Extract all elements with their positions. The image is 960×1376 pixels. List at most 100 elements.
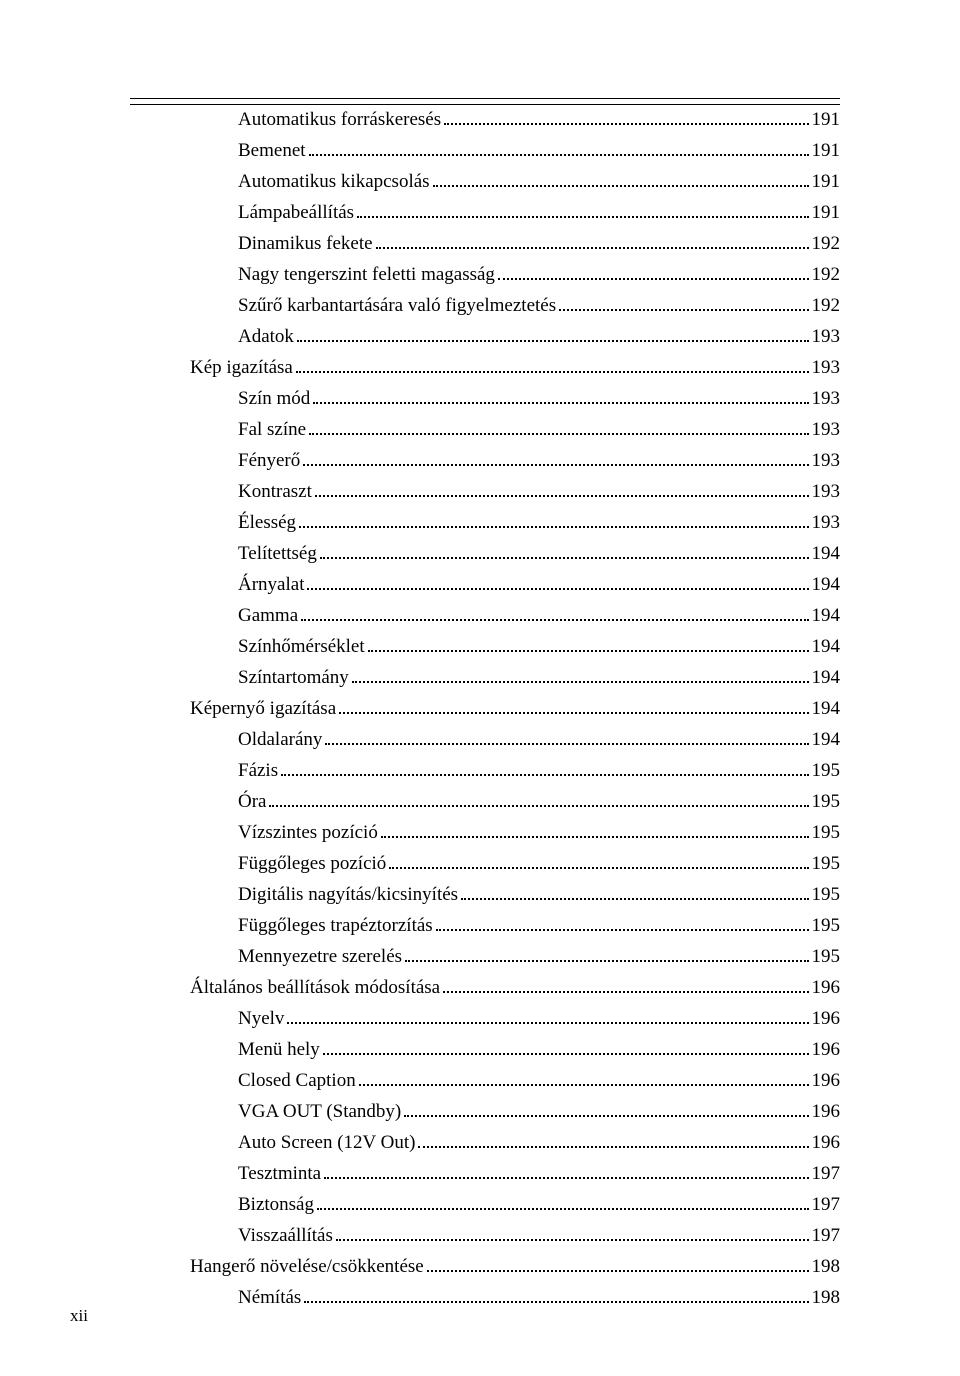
dot-leader	[418, 1136, 808, 1148]
toc-entry-page: 193	[812, 513, 841, 532]
toc-entry: Nyelv196	[120, 1009, 840, 1028]
toc-entry-label: Függőleges pozíció	[238, 854, 386, 873]
toc-entry-page: 194	[812, 668, 841, 687]
toc-entry-page: 193	[812, 482, 841, 501]
toc-entry-page: 196	[812, 1102, 841, 1121]
dot-leader	[357, 206, 808, 218]
toc-entry-label: Élesség	[238, 513, 296, 532]
toc-entry-label: Nagy tengerszint feletti magasság	[238, 265, 495, 284]
toc-entry-label: Dinamikus fekete	[238, 234, 373, 253]
dot-leader	[317, 1198, 809, 1210]
toc-entry-label: Függőleges trapéztorzítás	[238, 916, 433, 935]
dot-leader	[389, 857, 808, 869]
toc-entry: Óra195	[120, 792, 840, 811]
toc-entry-page: 194	[812, 730, 841, 749]
toc-entry-label: Általános beállítások módosítása	[190, 978, 440, 997]
toc-entry-page: 194	[812, 699, 841, 718]
toc-entry-label: Biztonság	[238, 1195, 314, 1214]
dot-leader	[287, 1012, 808, 1024]
dot-leader	[443, 981, 808, 993]
toc-entry: Fázis195	[120, 761, 840, 780]
dot-leader	[381, 826, 809, 838]
toc-entry: Vízszintes pozíció 195	[120, 823, 840, 842]
toc-entry-page: 197	[812, 1226, 841, 1245]
toc-entry: Biztonság197	[120, 1195, 840, 1214]
toc-entry-page: 196	[812, 1133, 841, 1152]
toc-entry-page: 194	[812, 606, 841, 625]
dot-leader	[559, 299, 808, 311]
dot-leader	[405, 950, 808, 962]
toc-entry-label: Képernyő igazítása	[190, 699, 336, 718]
dot-leader	[299, 516, 808, 528]
toc-entry-page: 198	[812, 1288, 841, 1307]
toc-entry-label: Vízszintes pozíció	[238, 823, 378, 842]
toc-entry: Closed Caption196	[120, 1071, 840, 1090]
toc-entry-label: Telítettség	[238, 544, 317, 563]
toc-entry-page: 198	[812, 1257, 841, 1276]
dot-leader	[461, 888, 808, 900]
page-number: xii	[70, 1306, 88, 1326]
toc-entry-page: 197	[812, 1164, 841, 1183]
dot-leader	[269, 795, 808, 807]
toc-entry-label: Oldalarány	[238, 730, 322, 749]
toc-entry-label: Fényerő	[238, 451, 300, 470]
toc-list: Automatikus forráskeresés191Bemenet191Au…	[120, 110, 840, 1307]
dot-leader	[404, 1105, 808, 1117]
toc-entry-label: Kontraszt	[238, 482, 312, 501]
toc-entry-label: Automatikus kikapcsolás	[238, 172, 430, 191]
toc-entry-label: Visszaállítás	[238, 1226, 333, 1245]
toc-entry-label: Tesztminta	[238, 1164, 321, 1183]
toc-entry-page: 192	[812, 296, 841, 315]
dot-leader	[323, 1043, 809, 1055]
toc-entry-label: Színtartomány	[238, 668, 349, 687]
toc-entry-page: 195	[812, 916, 841, 935]
dot-leader	[313, 392, 808, 404]
dot-leader	[301, 609, 808, 621]
dot-leader	[315, 485, 809, 497]
toc-entry-label: Closed Caption	[238, 1071, 356, 1090]
toc-entry-label: Lámpabeállítás	[238, 203, 354, 222]
toc-entry: Hangerő növelése/csökkentése198	[120, 1257, 840, 1276]
toc-entry: Élesség 193	[120, 513, 840, 532]
toc-entry-label: Automatikus forráskeresés	[238, 110, 441, 129]
dot-leader	[324, 1167, 808, 1179]
toc-entry-page: 192	[812, 265, 841, 284]
toc-entry: Szűrő karbantartására való figyelmezteté…	[120, 296, 840, 315]
toc-entry-page: 193	[812, 358, 841, 377]
dot-leader	[427, 1260, 809, 1272]
toc-entry-page: 195	[812, 947, 841, 966]
toc-entry-label: Árnyalat	[238, 575, 304, 594]
toc-entry: Adatok193	[120, 327, 840, 346]
toc-entry-page: 193	[812, 451, 841, 470]
toc-entry: Dinamikus fekete 192	[120, 234, 840, 253]
toc-entry: Nagy tengerszint feletti magasság 192	[120, 265, 840, 284]
toc-entry-label: Szűrő karbantartására való figyelmezteté…	[238, 296, 556, 315]
toc-entry: VGA OUT (Standby)196	[120, 1102, 840, 1121]
toc-entry-page: 193	[812, 327, 841, 346]
toc-entry: Kép igazítása193	[120, 358, 840, 377]
toc-entry-page: 196	[812, 978, 841, 997]
dot-leader	[309, 423, 808, 435]
toc-entry-page: 195	[812, 854, 841, 873]
toc-entry: Képernyő igazítása 194	[120, 699, 840, 718]
toc-entry: Automatikus forráskeresés191	[120, 110, 840, 129]
toc-entry: Telítettség194	[120, 544, 840, 563]
toc-entry: Szín mód193	[120, 389, 840, 408]
dot-leader	[307, 578, 808, 590]
dot-leader	[339, 702, 808, 714]
toc-entry-page: 192	[812, 234, 841, 253]
dot-leader	[433, 175, 809, 187]
toc-entry-label: Színhőmérséklet	[238, 637, 365, 656]
toc-entry: Általános beállítások módosítása 196	[120, 978, 840, 997]
toc-entry-page: 195	[812, 823, 841, 842]
dot-leader	[309, 144, 809, 156]
toc-entry-page: 191	[812, 203, 841, 222]
toc-entry-page: 193	[812, 389, 841, 408]
toc-entry: Árnyalat 194	[120, 575, 840, 594]
toc-entry-page: 194	[812, 575, 841, 594]
toc-entry-page: 194	[812, 637, 841, 656]
dot-leader	[436, 919, 809, 931]
header-rule	[130, 98, 840, 105]
toc-entry-label: Óra	[238, 792, 266, 811]
toc-entry: Fal színe193	[120, 420, 840, 439]
